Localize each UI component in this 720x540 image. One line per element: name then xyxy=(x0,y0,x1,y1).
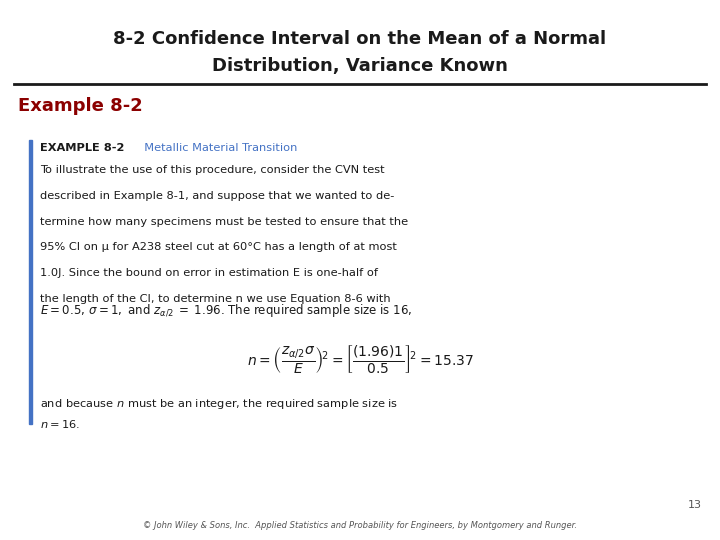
Text: and because $n$ must be an integer, the required sample size is: and because $n$ must be an integer, the … xyxy=(40,397,397,411)
Text: $n = 16.$: $n = 16.$ xyxy=(40,418,80,430)
Text: 13: 13 xyxy=(688,500,702,510)
Text: Metallic Material Transition: Metallic Material Transition xyxy=(137,143,297,153)
Bar xyxy=(29,140,32,424)
Text: EXAMPLE 8-2: EXAMPLE 8-2 xyxy=(40,143,124,153)
Text: the length of the CI, to determine n we use Equation 8-6 with: the length of the CI, to determine n we … xyxy=(40,294,390,305)
Text: 95% CI on μ for A238 steel cut at 60°C has a length of at most: 95% CI on μ for A238 steel cut at 60°C h… xyxy=(40,242,397,253)
Text: described in Example 8-1, and suppose that we wanted to de-: described in Example 8-1, and suppose th… xyxy=(40,191,394,201)
Text: To illustrate the use of this procedure, consider the CVN test: To illustrate the use of this procedure,… xyxy=(40,165,384,175)
Text: 1.0J. Since the bound on error in estimation E is one-half of: 1.0J. Since the bound on error in estima… xyxy=(40,268,377,279)
Text: Distribution, Variance Known: Distribution, Variance Known xyxy=(212,57,508,75)
Text: 8-2 Confidence Interval on the Mean of a Normal: 8-2 Confidence Interval on the Mean of a… xyxy=(114,30,606,48)
Text: termine how many specimens must be tested to ensure that the: termine how many specimens must be teste… xyxy=(40,217,408,227)
Text: $n = \left(\dfrac{z_{\alpha/2}\sigma}{E}\right)^{\!2} = \left[\dfrac{(1.96)1}{0.: $n = \left(\dfrac{z_{\alpha/2}\sigma}{E}… xyxy=(246,343,474,375)
Text: © John Wiley & Sons, Inc.  Applied Statistics and Probability for Engineers, by : © John Wiley & Sons, Inc. Applied Statis… xyxy=(143,521,577,530)
Text: $E = 0.5,\, \sigma = 1,$ and $z_{\alpha/2}\; = \;$1.96. The required sample size: $E = 0.5,\, \sigma = 1,$ and $z_{\alpha/… xyxy=(40,302,412,319)
Text: Example 8-2: Example 8-2 xyxy=(18,97,143,115)
